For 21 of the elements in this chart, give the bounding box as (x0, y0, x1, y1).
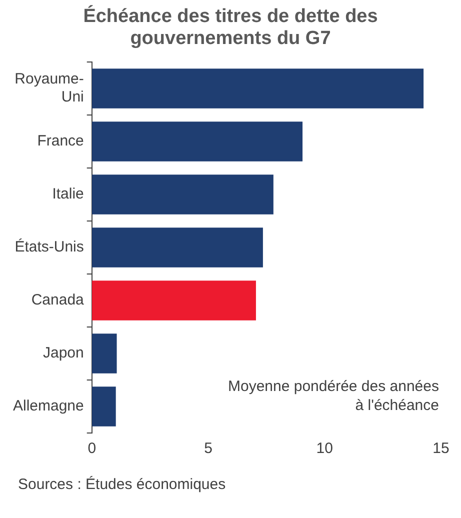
bar (92, 280, 256, 320)
bar (92, 228, 263, 268)
y-tick-label: Royaume-Uni (14, 70, 84, 106)
chart-title: Échéance des titres de dette des gouvernements du G7 (82, 6, 379, 50)
y-tick-label: Allemagne (12, 398, 84, 415)
y-tick-label: Italie (52, 186, 84, 203)
source-note: Sources : Études économiques (18, 476, 227, 494)
bar (92, 68, 424, 108)
x-tick-label: 10 (316, 440, 333, 458)
bar (92, 334, 117, 374)
bar (92, 122, 303, 162)
x-tick-label: 5 (204, 440, 212, 458)
y-tick-label: France (37, 132, 84, 150)
annotation: Moyenne pondérée des années à l'échéance (228, 378, 439, 414)
y-tick-label: Japon (43, 344, 84, 362)
bar (92, 386, 116, 426)
bar (92, 174, 274, 214)
y-tick-label: États-Unis (14, 238, 84, 256)
x-tick-label: 15 (432, 440, 450, 458)
x-tick-label: 0 (88, 440, 96, 458)
y-tick-label: Canada (31, 292, 85, 309)
